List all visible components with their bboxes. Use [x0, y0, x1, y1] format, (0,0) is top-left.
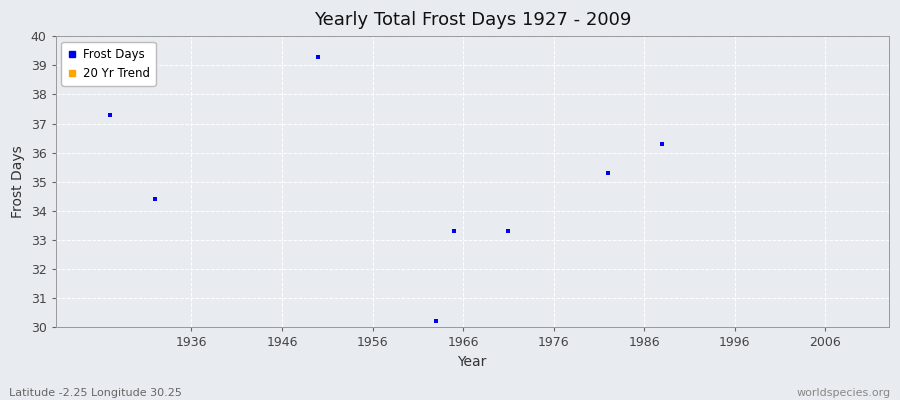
- Point: [311, 53, 326, 60]
- Point: [447, 228, 462, 234]
- Y-axis label: Frost Days: Frost Days: [11, 145, 25, 218]
- Legend: Frost Days, 20 Yr Trend: Frost Days, 20 Yr Trend: [61, 42, 156, 86]
- Point: [501, 228, 516, 234]
- Point: [148, 196, 162, 202]
- Text: Latitude -2.25 Longitude 30.25: Latitude -2.25 Longitude 30.25: [9, 388, 182, 398]
- Point: [103, 112, 117, 118]
- Point: [428, 318, 443, 325]
- Point: [601, 170, 616, 176]
- X-axis label: Year: Year: [457, 355, 487, 369]
- Text: worldspecies.org: worldspecies.org: [796, 388, 891, 398]
- Point: [655, 141, 670, 147]
- Title: Yearly Total Frost Days 1927 - 2009: Yearly Total Frost Days 1927 - 2009: [313, 11, 631, 29]
